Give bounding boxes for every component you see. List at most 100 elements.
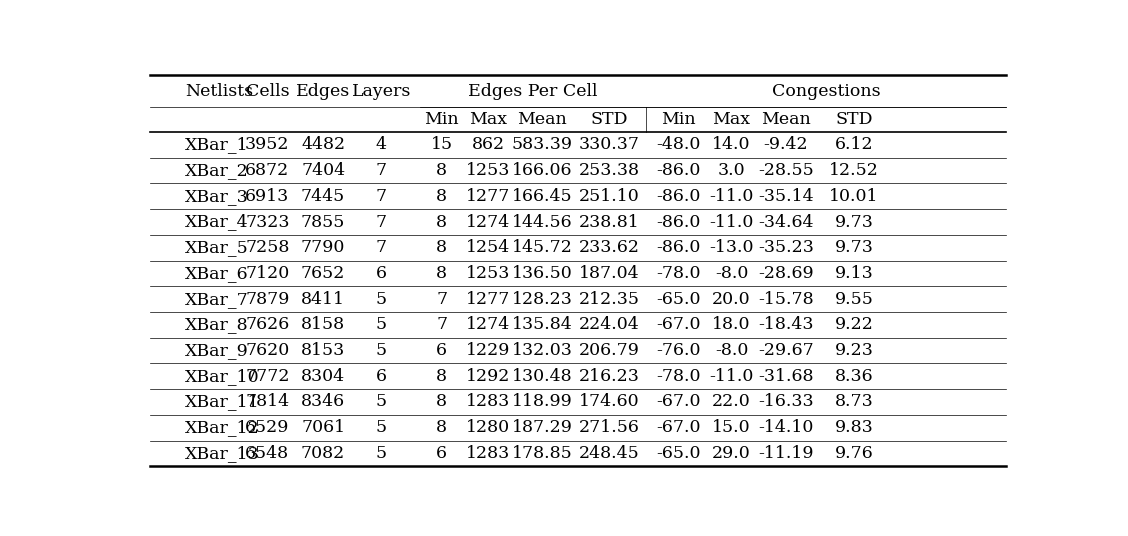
- Text: 7652: 7652: [301, 265, 345, 282]
- Text: -78.0: -78.0: [656, 368, 702, 385]
- Text: -35.23: -35.23: [758, 239, 813, 256]
- Text: 15: 15: [431, 137, 452, 153]
- Text: 1277: 1277: [466, 291, 510, 308]
- Text: 7: 7: [437, 316, 448, 333]
- Text: 253.38: 253.38: [579, 162, 640, 179]
- Text: 7: 7: [376, 162, 387, 179]
- Text: 136.50: 136.50: [512, 265, 573, 282]
- Text: Edges: Edges: [296, 83, 351, 100]
- Text: -8.0: -8.0: [715, 265, 748, 282]
- Text: 6913: 6913: [245, 188, 290, 205]
- Text: 7626: 7626: [245, 316, 290, 333]
- Text: 1229: 1229: [466, 342, 510, 359]
- Text: Min: Min: [424, 111, 459, 128]
- Text: -67.0: -67.0: [656, 393, 702, 411]
- Text: 8: 8: [437, 368, 447, 385]
- Text: 5: 5: [376, 316, 387, 333]
- Text: 9.22: 9.22: [835, 316, 873, 333]
- Text: XBar_9: XBar_9: [185, 342, 248, 359]
- Text: 8411: 8411: [301, 291, 345, 308]
- Text: 8: 8: [437, 393, 447, 411]
- Text: XBar_10: XBar_10: [185, 368, 259, 385]
- Text: 8: 8: [437, 239, 447, 256]
- Text: 6.12: 6.12: [835, 137, 873, 153]
- Text: Max: Max: [713, 111, 750, 128]
- Text: 206.79: 206.79: [579, 342, 640, 359]
- Text: -15.78: -15.78: [758, 291, 813, 308]
- Text: 12.52: 12.52: [829, 162, 879, 179]
- Text: XBar_8: XBar_8: [185, 316, 248, 333]
- Text: 8153: 8153: [301, 342, 345, 359]
- Text: 7120: 7120: [245, 265, 290, 282]
- Text: 135.84: 135.84: [512, 316, 573, 333]
- Text: 9.73: 9.73: [835, 213, 873, 230]
- Text: -11.0: -11.0: [710, 213, 754, 230]
- Text: -11.0: -11.0: [710, 368, 754, 385]
- Text: XBar_4: XBar_4: [185, 213, 248, 230]
- Text: -11.19: -11.19: [758, 445, 813, 462]
- Text: 251.10: 251.10: [579, 188, 640, 205]
- Text: 18.0: 18.0: [712, 316, 751, 333]
- Text: 6548: 6548: [245, 445, 290, 462]
- Text: 8: 8: [437, 188, 447, 205]
- Text: -14.10: -14.10: [758, 419, 813, 436]
- Text: 4: 4: [376, 137, 387, 153]
- Text: -28.55: -28.55: [758, 162, 813, 179]
- Text: 7814: 7814: [245, 393, 290, 411]
- Text: Min: Min: [661, 111, 696, 128]
- Text: 6: 6: [376, 265, 387, 282]
- Text: 8: 8: [437, 162, 447, 179]
- Text: 7855: 7855: [301, 213, 345, 230]
- Text: -18.43: -18.43: [758, 316, 813, 333]
- Text: 9.76: 9.76: [835, 445, 873, 462]
- Text: Mean: Mean: [761, 111, 811, 128]
- Text: 233.62: 233.62: [579, 239, 640, 256]
- Text: 15.0: 15.0: [712, 419, 751, 436]
- Text: XBar_3: XBar_3: [185, 188, 248, 205]
- Text: 1254: 1254: [466, 239, 510, 256]
- Text: 8.36: 8.36: [835, 368, 873, 385]
- Text: 132.03: 132.03: [512, 342, 573, 359]
- Text: 1253: 1253: [466, 162, 510, 179]
- Text: -67.0: -67.0: [656, 419, 702, 436]
- Text: Max: Max: [469, 111, 508, 128]
- Text: 238.81: 238.81: [579, 213, 640, 230]
- Text: 7323: 7323: [245, 213, 290, 230]
- Text: XBar_6: XBar_6: [185, 265, 248, 282]
- Text: 145.72: 145.72: [512, 239, 573, 256]
- Text: XBar_13: XBar_13: [185, 445, 259, 462]
- Text: 330.37: 330.37: [579, 137, 640, 153]
- Text: 248.45: 248.45: [579, 445, 640, 462]
- Text: 1283: 1283: [466, 445, 510, 462]
- Text: 20.0: 20.0: [712, 291, 751, 308]
- Text: 118.99: 118.99: [512, 393, 573, 411]
- Text: 6: 6: [376, 368, 387, 385]
- Text: 178.85: 178.85: [512, 445, 573, 462]
- Text: 14.0: 14.0: [712, 137, 751, 153]
- Text: Cells: Cells: [246, 83, 289, 100]
- Text: 3952: 3952: [245, 137, 290, 153]
- Text: 187.29: 187.29: [512, 419, 573, 436]
- Text: -86.0: -86.0: [656, 239, 700, 256]
- Text: 5: 5: [376, 342, 387, 359]
- Text: 10.01: 10.01: [829, 188, 879, 205]
- Text: -48.0: -48.0: [656, 137, 700, 153]
- Text: Layers: Layers: [352, 83, 411, 100]
- Text: 7790: 7790: [301, 239, 345, 256]
- Text: -78.0: -78.0: [656, 265, 702, 282]
- Text: 7: 7: [376, 213, 387, 230]
- Text: 5: 5: [376, 419, 387, 436]
- Text: 8346: 8346: [301, 393, 345, 411]
- Text: 583.39: 583.39: [512, 137, 573, 153]
- Text: -11.0: -11.0: [710, 188, 754, 205]
- Text: 166.45: 166.45: [512, 188, 573, 205]
- Text: -35.14: -35.14: [758, 188, 813, 205]
- Text: 7879: 7879: [245, 291, 290, 308]
- Text: -9.42: -9.42: [764, 137, 808, 153]
- Text: Congestions: Congestions: [772, 83, 881, 100]
- Text: XBar_7: XBar_7: [185, 291, 248, 308]
- Text: 7: 7: [376, 188, 387, 205]
- Text: -67.0: -67.0: [656, 316, 702, 333]
- Text: 5: 5: [376, 445, 387, 462]
- Text: XBar_11: XBar_11: [185, 393, 259, 411]
